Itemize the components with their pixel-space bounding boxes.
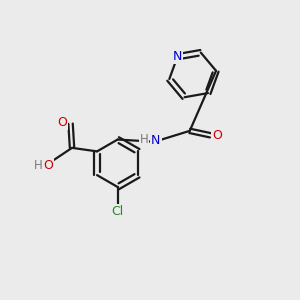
Text: O: O bbox=[212, 129, 222, 142]
Text: Cl: Cl bbox=[112, 205, 124, 218]
Text: O: O bbox=[57, 116, 67, 129]
Text: N: N bbox=[173, 50, 182, 63]
Text: N: N bbox=[151, 134, 160, 147]
Text: O: O bbox=[44, 159, 53, 172]
Text: H: H bbox=[140, 133, 148, 146]
Text: H: H bbox=[34, 159, 43, 172]
